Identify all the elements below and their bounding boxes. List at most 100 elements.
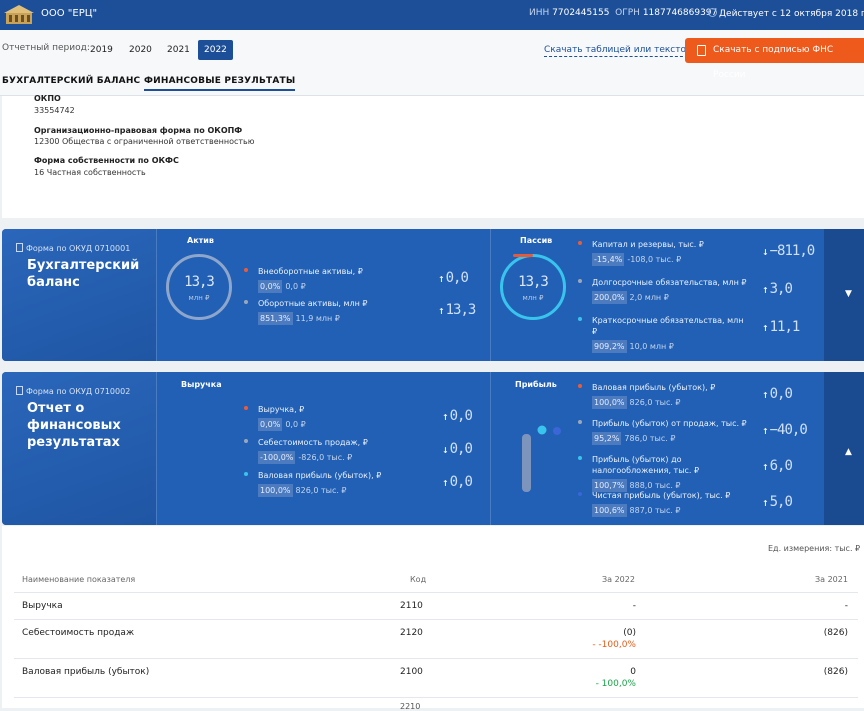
row-2022: 0 — [630, 667, 636, 677]
indicator-amount: 0,0 ₽ — [285, 420, 306, 429]
indicator-sub: 100,0% 826,0 тыс. ₽ — [258, 484, 416, 497]
okfs-label: Форма собственности по ОКФС — [34, 156, 179, 165]
th-2022: За 2022 — [602, 575, 635, 584]
company-info-card — [2, 96, 864, 218]
balance-title: Бухгалтерский баланс — [27, 258, 140, 290]
indicator-label: Валовая прибыль (убыток), ₽ — [258, 471, 382, 480]
results-panel[interactable] — [2, 372, 864, 525]
indicator-value: ↑ 0,0 — [442, 408, 473, 424]
series-dot — [244, 439, 248, 443]
arrow-icon: ↑ — [762, 424, 769, 437]
indicator-item[interactable]: Оборотные активы, млн ₽ 851,3% 11,9 млн ₽ — [244, 298, 416, 325]
indicator-item[interactable]: Долгосрочные обязательства, млн ₽ 200,0% 2… — [578, 277, 750, 304]
balance-panel[interactable] — [2, 229, 864, 361]
indicator-pct: 0,0% — [258, 418, 283, 431]
chevron-down-icon[interactable]: ▼ — [845, 289, 852, 299]
value-text: 3,0 — [769, 281, 793, 297]
liab-total-ring: 13,3 млн ₽ — [500, 254, 566, 320]
ogrn-value: 1187746869397 — [642, 8, 718, 18]
row-code: 2100 — [400, 667, 423, 677]
download-table-link[interactable]: Скачать таблицей или текстом — [544, 45, 693, 57]
indicator-value: ↑ 6,0 — [762, 458, 793, 474]
indicator-amount: 0,0 ₽ — [285, 282, 306, 291]
liab-title: Пассив — [520, 236, 553, 245]
indicator-amount: 887,0 тыс. ₽ — [629, 506, 681, 515]
chevron-up-icon[interactable]: ▲ — [845, 447, 852, 457]
year-2019[interactable]: 2019 — [90, 45, 113, 55]
arrow-icon: ↑ — [762, 388, 769, 401]
indicator-item[interactable]: Капитал и резервы, тыс. ₽ -15,4% -108,0 ты… — [578, 239, 750, 266]
indicator-value: ↑ 3,0 — [762, 281, 793, 297]
ogrn-label: ОГРН — [615, 8, 640, 18]
download-fns-label: Скачать с подписью ФНС России — [713, 45, 834, 80]
profit-mini-chart — [522, 425, 561, 492]
indicator-label: Оборотные активы, млн ₽ — [258, 299, 368, 308]
indicator-pct: -15,4% — [592, 253, 625, 266]
indicator-item[interactable]: Себестоимость продаж, ₽ -100,0% -826,0 тыс… — [244, 437, 416, 464]
okopf-value: 12300 Общества с ограниченной ответствен… — [34, 137, 255, 146]
indicator-item[interactable]: Валовая прибыль (убыток), ₽ 100,0% 826,0 т… — [578, 382, 750, 409]
download-fns-button[interactable]: Скачать с подписью ФНС России — [685, 38, 864, 80]
indicator-item[interactable]: Внеоборотные активы, ₽ 0,0% 0,0 ₽ — [244, 266, 416, 293]
indicator-pct: 100,0% — [258, 484, 293, 497]
value-text: 0,0 — [769, 386, 793, 402]
okopf-label: Организационно-правовая форма по ОКОПФ — [34, 126, 243, 135]
indicator-item[interactable]: Выручка, ₽ 0,0% 0,0 ₽ — [244, 404, 416, 431]
indicator-sub: 851,3% 11,9 млн ₽ — [258, 312, 416, 325]
indicator-amount: 888,0 тыс. ₽ — [629, 481, 681, 490]
divider — [490, 372, 491, 525]
asset-unit: млн ₽ — [188, 294, 210, 302]
indicator-sub: 100,7% 888,0 тыс. ₽ — [592, 479, 750, 492]
divider — [156, 229, 157, 361]
indicator-value: ↑ 11,1 — [762, 319, 800, 335]
series-dot — [578, 241, 582, 245]
results-form-code: Форма по ОКУД 0710002 — [16, 386, 130, 396]
indicator-sub: 95,2% 786,0 тыс. ₽ — [592, 432, 750, 445]
indicator-amount: 826,0 тыс. ₽ — [295, 486, 347, 495]
indicator-item[interactable]: Чистая прибыль (убыток), тыс. ₽ 100,6% 887… — [578, 490, 750, 517]
liab-unit: млн ₽ — [522, 294, 544, 302]
year-2020[interactable]: 2020 — [129, 45, 152, 55]
indicator-sub: -100,0% -826,0 тыс. ₽ — [258, 451, 416, 464]
row-name: Себестоимость продаж — [22, 628, 135, 638]
series-dot — [578, 456, 582, 460]
expand-strip[interactable] — [824, 229, 864, 361]
building-logo-icon[interactable] — [4, 4, 34, 26]
th-name: Наименование показателя — [22, 575, 136, 584]
indicator-amount: -108,0 тыс. ₽ — [627, 255, 682, 264]
value-text: −40,0 — [769, 422, 808, 438]
row-2021: - — [844, 601, 848, 611]
arrow-icon: ↑ — [762, 283, 769, 296]
indicator-item[interactable]: Прибыль (убыток) до налогообложения, тыс… — [578, 454, 750, 492]
form-code-text: Форма по ОКУД 0710002 — [26, 387, 131, 396]
row-divider — [14, 658, 858, 659]
value-text: 0,0 — [449, 441, 473, 457]
indicator-item[interactable]: Прибыль (убыток) от продаж, тыс. ₽ 95,2% 7… — [578, 418, 750, 445]
indicator-sub: 200,0% 2,0 млн ₽ — [592, 291, 750, 304]
indicator-item[interactable]: Краткосрочные обязательства, млн ₽ 909,2%… — [578, 315, 750, 353]
indicator-item[interactable]: Валовая прибыль (убыток), ₽ 100,0% 826,0 т… — [244, 470, 416, 497]
indicator-label: Прибыль (убыток) от продаж, тыс. ₽ — [592, 419, 747, 428]
year-2021[interactable]: 2021 — [167, 45, 190, 55]
arrow-icon: ↑ — [762, 321, 769, 334]
form-icon — [16, 243, 23, 252]
okfs-value: 16 Частная собственность — [34, 168, 146, 177]
indicator-value: ↑ 0,0 — [762, 386, 793, 402]
collapse-strip[interactable] — [824, 372, 864, 525]
tab-balance[interactable]: БУХГАЛТЕРСКИЙ БАЛАНС — [2, 76, 141, 86]
series-dot — [244, 472, 248, 476]
indicator-sub: 100,6% 887,0 тыс. ₽ — [592, 504, 750, 517]
okpo-label: ОКПО — [34, 94, 61, 103]
tab-financial-results[interactable]: ФИНАНСОВЫЕ РЕЗУЛЬТАТЫ — [144, 76, 296, 91]
indicator-label: Выручка, ₽ — [258, 405, 305, 414]
top-bar: ООО "ЕРЦ" ИНН 7702445155 ОГРН 1187746869… — [0, 0, 864, 30]
year-2022[interactable]: 2022 — [198, 40, 233, 60]
indicator-label: Краткосрочные обязательства, млн ₽ — [592, 316, 744, 336]
arrow-icon: ↑ — [442, 410, 449, 423]
indicator-label: Себестоимость продаж, ₽ — [258, 438, 368, 447]
indicator-pct: 0,0% — [258, 280, 283, 293]
inn-value: 7702445155 — [552, 8, 610, 18]
results-table — [2, 526, 864, 708]
period-label: Отчетный период: — [2, 43, 90, 53]
series-dot — [578, 384, 582, 388]
